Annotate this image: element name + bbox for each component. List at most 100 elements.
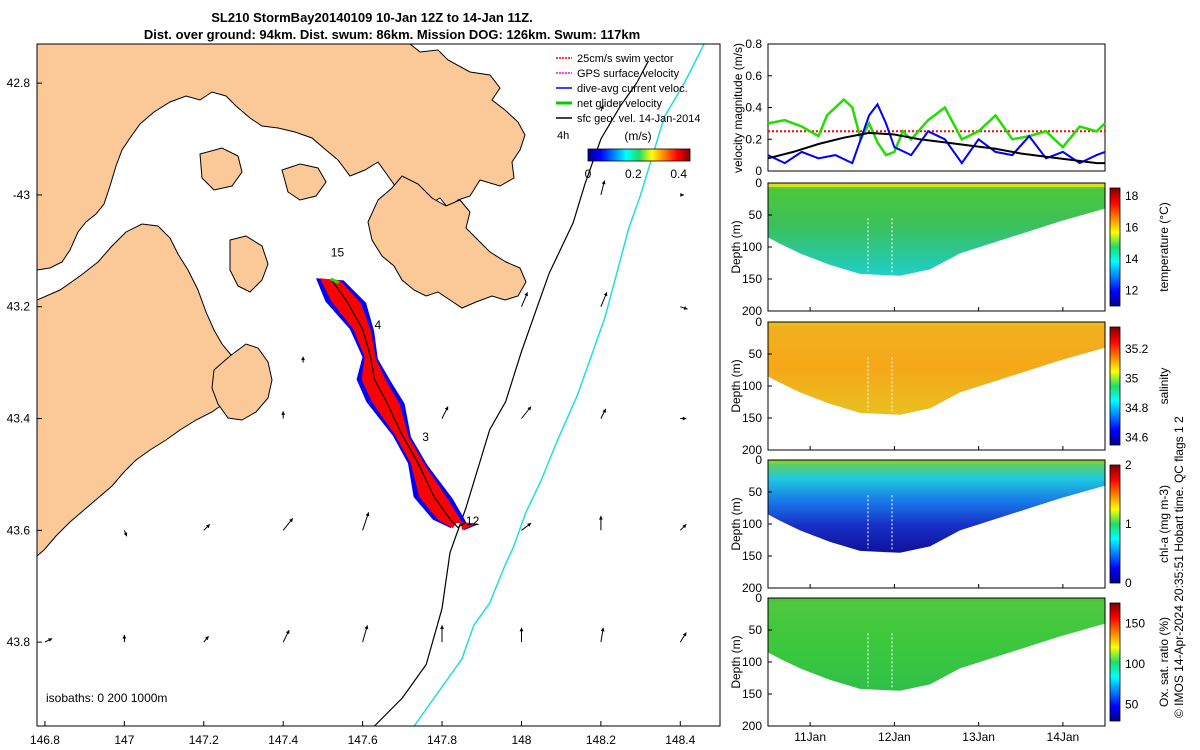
velocity-ylabel: velocity magnitude (m/s) [731,43,745,173]
map-x-tick-label: 147.8 [427,733,457,747]
net-velocity-start [330,277,340,285]
map-y-tick-label: 43.6 [7,523,31,537]
section-data-field [768,322,1105,415]
velocity-y-tick-label: 0.6 [745,69,762,83]
glider-track-line [330,278,467,529]
section-y-tick-label: 50 [749,485,763,499]
velocity-series-line [767,102,1106,165]
section-colorbar-tick: 34.6 [1125,431,1149,445]
land-tasman-peninsula [211,343,273,421]
velocity-axes: 0 0.2 0.4 0.6 0.8 [745,37,772,178]
section-y-tick-label: 150 [742,687,762,701]
map-y-tick-label: -43 [13,188,31,202]
section-colorbar [1109,602,1121,722]
current-vector-head [599,515,603,520]
section-y-tick-label: 0 [755,315,762,329]
map-frame [36,43,721,727]
map-legend: 25cm/s swim vector GPS surface velocity di… [556,53,701,142]
title-line-1: SL210 StormBay20140109 10-Jan 12Z to 14-… [211,10,533,25]
land-inner-1 [281,163,327,201]
section-colorbar-tick: 34.8 [1125,401,1149,415]
section-colorbar-tick: 2 [1125,458,1132,472]
current-vector-head [285,630,290,635]
map-axes: 146.8 147 147.2 147.4 147.6 147.8 148 148.2 148.… [7,76,696,747]
section-colorbar-label: chl-a (mg m-3) [1157,485,1171,563]
track-day-label: 15 [331,245,345,259]
map-x-tick-label: 148.2 [586,733,616,747]
track-day-label: 3 [422,430,429,444]
current-vector-head [600,627,605,632]
legend-entry: net glider velocity [577,98,662,110]
section-y-tick-label: 50 [749,623,763,637]
section-colorbar-tick: 0 [1125,576,1132,590]
current-vector-head [301,356,305,361]
title-line-2: Dist. over ground: 94km. Dist. swum: 86k… [144,27,640,42]
section-colorbar [1109,187,1121,307]
credit-text: © IMOS 14-Apr-2024 20:35:51 Hobart time.… [1172,416,1186,718]
current-vector-head [683,306,688,310]
current-vector-head [524,292,528,297]
velocity-series-line [767,97,1106,157]
map-x-tick-label: 146.8 [30,733,60,747]
isobath-1000m [413,44,705,726]
current-vector-head [365,512,370,517]
section-y-tick-label: 200 [742,304,762,318]
current-vector-head [682,524,687,529]
section-colorbar-tick: 100 [1125,657,1145,671]
track-day-label: 12 [466,514,480,528]
map-x-tick-label: 147.6 [348,733,378,747]
current-vector-head [205,524,210,529]
current-vector-head [680,193,684,197]
section-colorbar-tick: 50 [1125,698,1139,712]
map-x-tick-label: 147 [114,733,134,747]
section-4: 0 50 100 150 200 Depth (m) 50 100 150 Ox. sat. ra… [729,591,1171,733]
section-y-tick-label: 100 [742,517,762,531]
section-x-tick-label: 12Jan [878,730,911,744]
map-y-tick-label: 43.2 [7,300,31,314]
map-x-tick-label: 148.4 [665,733,695,747]
velocity-y-tick-label: 0.2 [745,132,762,146]
speed-colorbar-label: (m/s) [624,129,651,143]
section-colorbar [1109,326,1121,446]
velocity-frame [767,43,1106,172]
section-1: 0 50 100 150 200 Depth (m) 12 14 16 18 temperature… [729,176,1171,318]
current-vector-head [444,406,449,411]
speed-colorbar-tick: 0 [585,167,592,181]
current-vector-head [602,408,606,413]
map-x-tick-label: 147.2 [189,733,219,747]
section-colorbar-label: Ox. sat. ratio (%) [1157,617,1171,707]
speed-colorbar-tick: 0.4 [670,167,687,181]
section-ylabel: Depth (m) [729,359,743,412]
velocity-y-tick-label: 0 [755,164,762,178]
section-x-tick-label: 11Jan [794,730,826,744]
section-colorbar-label: temperature (°C) [1157,202,1171,292]
section-2: 0 50 100 150 200 Depth (m) 34.6 34.8 35 35.2 salin… [729,315,1171,457]
section-colorbar-tick: 1 [1125,517,1132,531]
section-colorbar-label: salinity [1157,368,1171,405]
section-colorbar-tick: 16 [1125,220,1139,234]
section-y-tick-label: 100 [742,655,762,669]
section-colorbar-tick: 14 [1125,252,1139,266]
isobath-200m [374,60,650,726]
section-y-tick-label: 50 [749,208,763,222]
velocity-series-line [767,131,1105,165]
section-y-tick-label: 150 [742,411,762,425]
section-colorbar [1109,464,1121,584]
current-vector-head [48,638,53,642]
velocity-y-tick-label: 0.8 [745,37,762,51]
section-y-tick-label: 200 [742,581,762,595]
section-x-tick-label: 13Jan [962,730,995,744]
land-peninsula-north [367,175,527,309]
section-surface-band [768,598,1105,602]
legend-entry: sfc geo. vel. 14-Jan-2014 [577,113,701,125]
current-vector-head [600,105,604,110]
section-colorbar-tick: 35 [1125,372,1139,386]
velocity-y-tick-label: 0.4 [745,101,762,115]
section-y-tick-label: 100 [742,240,762,254]
map-y-tick-label: 43.8 [7,635,31,649]
current-vector-head [601,180,606,185]
speed-colorbar-ticks: 0 0.2 0.4 [585,167,688,181]
land-bruny [229,235,269,293]
section-colorbar-tick: 35.2 [1125,342,1149,356]
